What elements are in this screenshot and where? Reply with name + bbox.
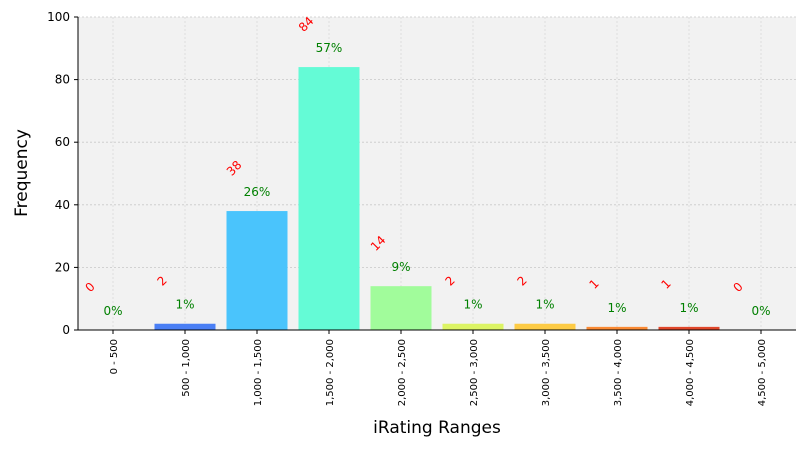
percent-label: 26% — [244, 185, 271, 199]
x-ticks: 0 - 500 500 - 1,000 1,000 - 1,500 1,500 - 2… — [109, 330, 768, 406]
bar — [586, 326, 648, 330]
percent-label: 1% — [463, 298, 482, 312]
x-tick-label: 3,500 - 4,000 — [613, 339, 624, 406]
x-tick-label: 2,500 - 3,000 — [469, 339, 480, 406]
percent-label: 0% — [751, 304, 770, 318]
y-tick-label: 100 — [47, 10, 70, 24]
y-tick-label: 20 — [55, 260, 70, 274]
x-tick-label: 4,500 - 5,000 — [757, 339, 768, 406]
x-axis-title: iRating Ranges — [373, 418, 501, 438]
percent-label: 1% — [607, 301, 626, 315]
bars — [154, 67, 720, 330]
percent-label: 0% — [103, 304, 122, 318]
bar — [226, 211, 288, 330]
x-tick-label: 3,000 - 3,500 — [541, 339, 552, 406]
percent-label: 1% — [535, 298, 554, 312]
y-tick-label: 60 — [55, 135, 70, 149]
bar — [370, 286, 432, 330]
y-ticks: 0 20 40 60 80 100 — [47, 10, 78, 337]
x-tick-label: 0 - 500 — [109, 339, 120, 374]
bar — [442, 323, 504, 330]
x-tick-label: 500 - 1,000 — [181, 339, 192, 397]
x-tick-label: 2,000 - 2,500 — [397, 339, 408, 406]
bar — [298, 67, 360, 330]
percent-label: 9% — [391, 260, 410, 274]
y-tick-label: 80 — [55, 73, 70, 87]
plot-area — [78, 17, 796, 330]
percent-label: 57% — [316, 41, 343, 55]
y-axis-title: Frequency — [12, 129, 32, 217]
y-tick-label: 0 — [62, 323, 70, 337]
bar — [514, 323, 576, 330]
axes — [77, 17, 796, 331]
bar — [154, 323, 216, 330]
x-tick-label: 4,000 - 4,500 — [685, 339, 696, 406]
percent-label: 1% — [175, 298, 194, 312]
x-tick-label: 1,500 - 2,000 — [325, 339, 336, 406]
x-tick-label: 1,000 - 1,500 — [253, 339, 264, 406]
y-tick-label: 40 — [55, 198, 70, 212]
percent-label: 1% — [679, 301, 698, 315]
bar — [658, 326, 720, 330]
